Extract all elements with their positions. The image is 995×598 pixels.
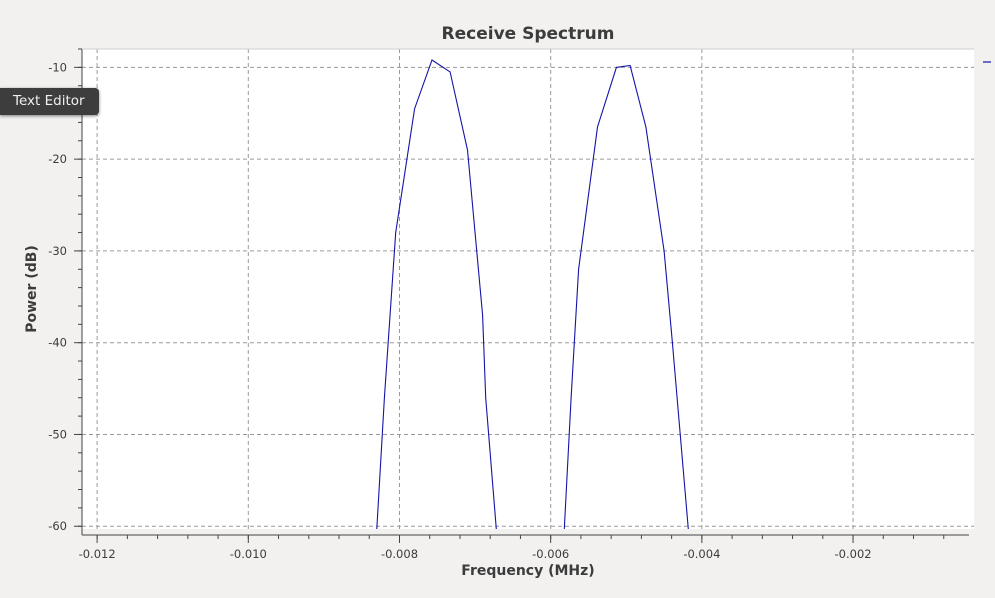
x-axis-ticks: -0.012 -0.010 -0.008 -0.006 -0.004 -0.002	[79, 535, 945, 561]
y-tick-label: -50	[48, 427, 67, 441]
spectrum-peak-line-2	[563, 64, 689, 530]
spectrum-peak-line-1	[376, 59, 497, 530]
x-tick-label: -0.012	[79, 547, 116, 561]
y-tick-label: -10	[48, 60, 67, 74]
grid-lines	[82, 49, 974, 529]
text-editor-tooltip: Text Editor	[0, 88, 99, 115]
x-tick-label: -0.004	[683, 547, 720, 561]
chart-title: Receive Spectrum	[442, 24, 615, 44]
y-tick-label: -30	[48, 244, 67, 258]
plot-area	[82, 49, 974, 529]
series-group	[376, 59, 689, 530]
y-axis-label: Power (dB)	[24, 245, 40, 333]
axes	[81, 48, 974, 536]
x-tick-label: -0.008	[381, 547, 418, 561]
y-tick-label: -40	[48, 336, 67, 350]
x-tick-label: -0.002	[835, 547, 872, 561]
x-tick-label: -0.010	[230, 547, 267, 561]
y-tick-label: -20	[48, 152, 67, 166]
y-axis-ticks: -10 -20 -30 -40 -50 -60	[48, 48, 82, 533]
y-tick-label: -60	[48, 519, 67, 533]
x-axis-label: Frequency (MHz)	[461, 563, 594, 579]
x-tick-label: -0.006	[532, 547, 569, 561]
